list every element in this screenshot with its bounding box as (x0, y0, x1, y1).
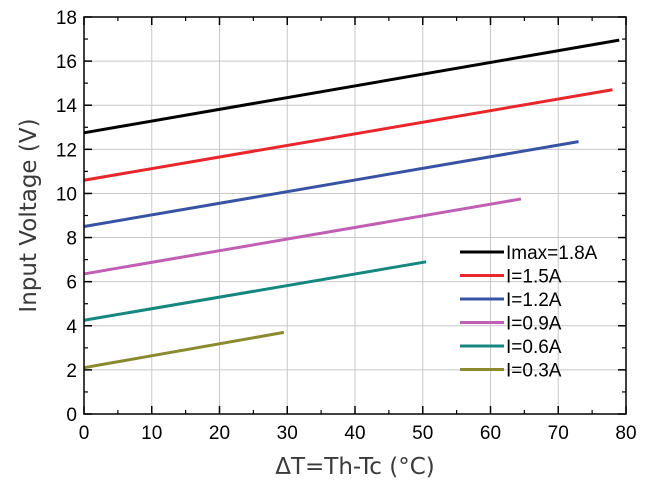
y-axis-title: Input Voltage (V) (16, 118, 42, 312)
y-tick-label: 14 (56, 96, 78, 117)
y-tick-label: 8 (66, 229, 77, 250)
series-line-5 (83, 330, 285, 370)
x-tick-label: 80 (615, 423, 636, 444)
axis-ticks: 0 10 20 30 40 50 60 70 80 0 2 4 6 8 10 12 14 16 18 (56, 8, 637, 444)
series-line-2 (83, 140, 579, 229)
legend-label: I=0.6A (506, 337, 562, 358)
x-tick-label: 70 (548, 423, 569, 444)
y-tick-label: 0 (66, 405, 77, 426)
legend-label: I=0.9A (506, 314, 562, 335)
y-tick-label: 6 (66, 273, 77, 294)
y-tick-label: 2 (66, 361, 77, 382)
series-line-0 (83, 38, 620, 135)
x-tick-label: 20 (209, 423, 230, 444)
legend-label: I=0.3A (506, 361, 562, 382)
x-tick-label: 30 (277, 423, 298, 444)
series-line-4 (83, 260, 427, 322)
x-tick-label: 50 (412, 423, 433, 444)
legend-label: Imax=1.8A (506, 243, 598, 264)
y-tick-label: 12 (56, 140, 77, 161)
x-tick-label: 60 (480, 423, 501, 444)
y-tick-label: 18 (56, 8, 77, 29)
y-tick-label: 4 (66, 317, 77, 338)
legend-label: I=1.2A (506, 290, 562, 311)
x-tick-label: 10 (141, 423, 162, 444)
legend-label: I=1.5A (506, 267, 562, 288)
x-tick-label: 40 (344, 423, 365, 444)
x-tick-label: 0 (79, 423, 90, 444)
series-lines (83, 38, 620, 370)
y-tick-label: 10 (56, 184, 77, 205)
legend: Imax=1.8A I=1.5AI=1.2A I=0.9AI=0.6A I=0.3A (460, 243, 598, 382)
y-tick-label: 16 (56, 52, 77, 73)
x-axis-title: ΔT=Th-Tc (°C) (275, 454, 434, 480)
series-line-3 (83, 197, 522, 276)
series-line-1 (83, 88, 613, 182)
